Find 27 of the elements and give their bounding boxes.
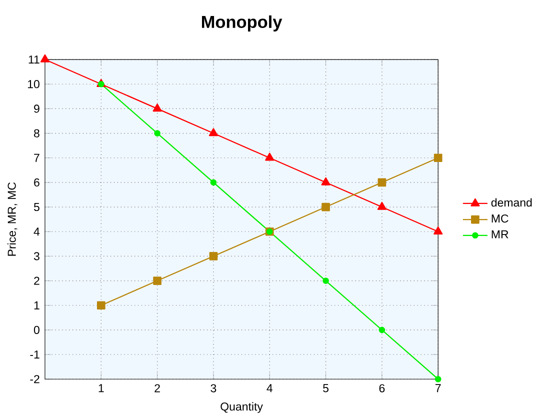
- y-tick-label: 10: [28, 80, 40, 88]
- y-tick-label: 2: [34, 276, 40, 285]
- y-tick-label: 8: [34, 129, 40, 138]
- y-tick-label: 7: [34, 154, 40, 162]
- x-tick-label: 4: [266, 384, 272, 392]
- y-tick-label: 4: [34, 228, 40, 236]
- x-axis-title: Quantity: [220, 402, 263, 413]
- y-tick-label: 1: [34, 301, 40, 310]
- x-tick-label: 3: [210, 384, 216, 392]
- x-tick-label: 1: [98, 384, 104, 392]
- legend-label: demand: [491, 198, 532, 207]
- legend-label: MR: [492, 230, 508, 238]
- y-tick-label: 11: [28, 56, 40, 64]
- y-tick-label: 3: [34, 252, 40, 260]
- legend-label: MC: [492, 214, 508, 223]
- x-tick-label: 6: [379, 384, 385, 392]
- x-tick-label: 7: [436, 384, 441, 392]
- y-tick-label: 9: [34, 104, 40, 113]
- y-axis-title: Price, MR, MC: [7, 182, 18, 256]
- chart-title: Monopoly: [202, 15, 282, 32]
- y-tick-label: -2: [30, 375, 40, 384]
- y-tick-label: 0: [34, 326, 40, 334]
- x-tick-label: 5: [323, 384, 328, 392]
- y-tick-label: -1: [30, 350, 40, 358]
- y-tick-label: 6: [34, 178, 40, 187]
- x-tick-label: 2: [154, 384, 160, 392]
- y-tick-label: 5: [34, 203, 40, 212]
